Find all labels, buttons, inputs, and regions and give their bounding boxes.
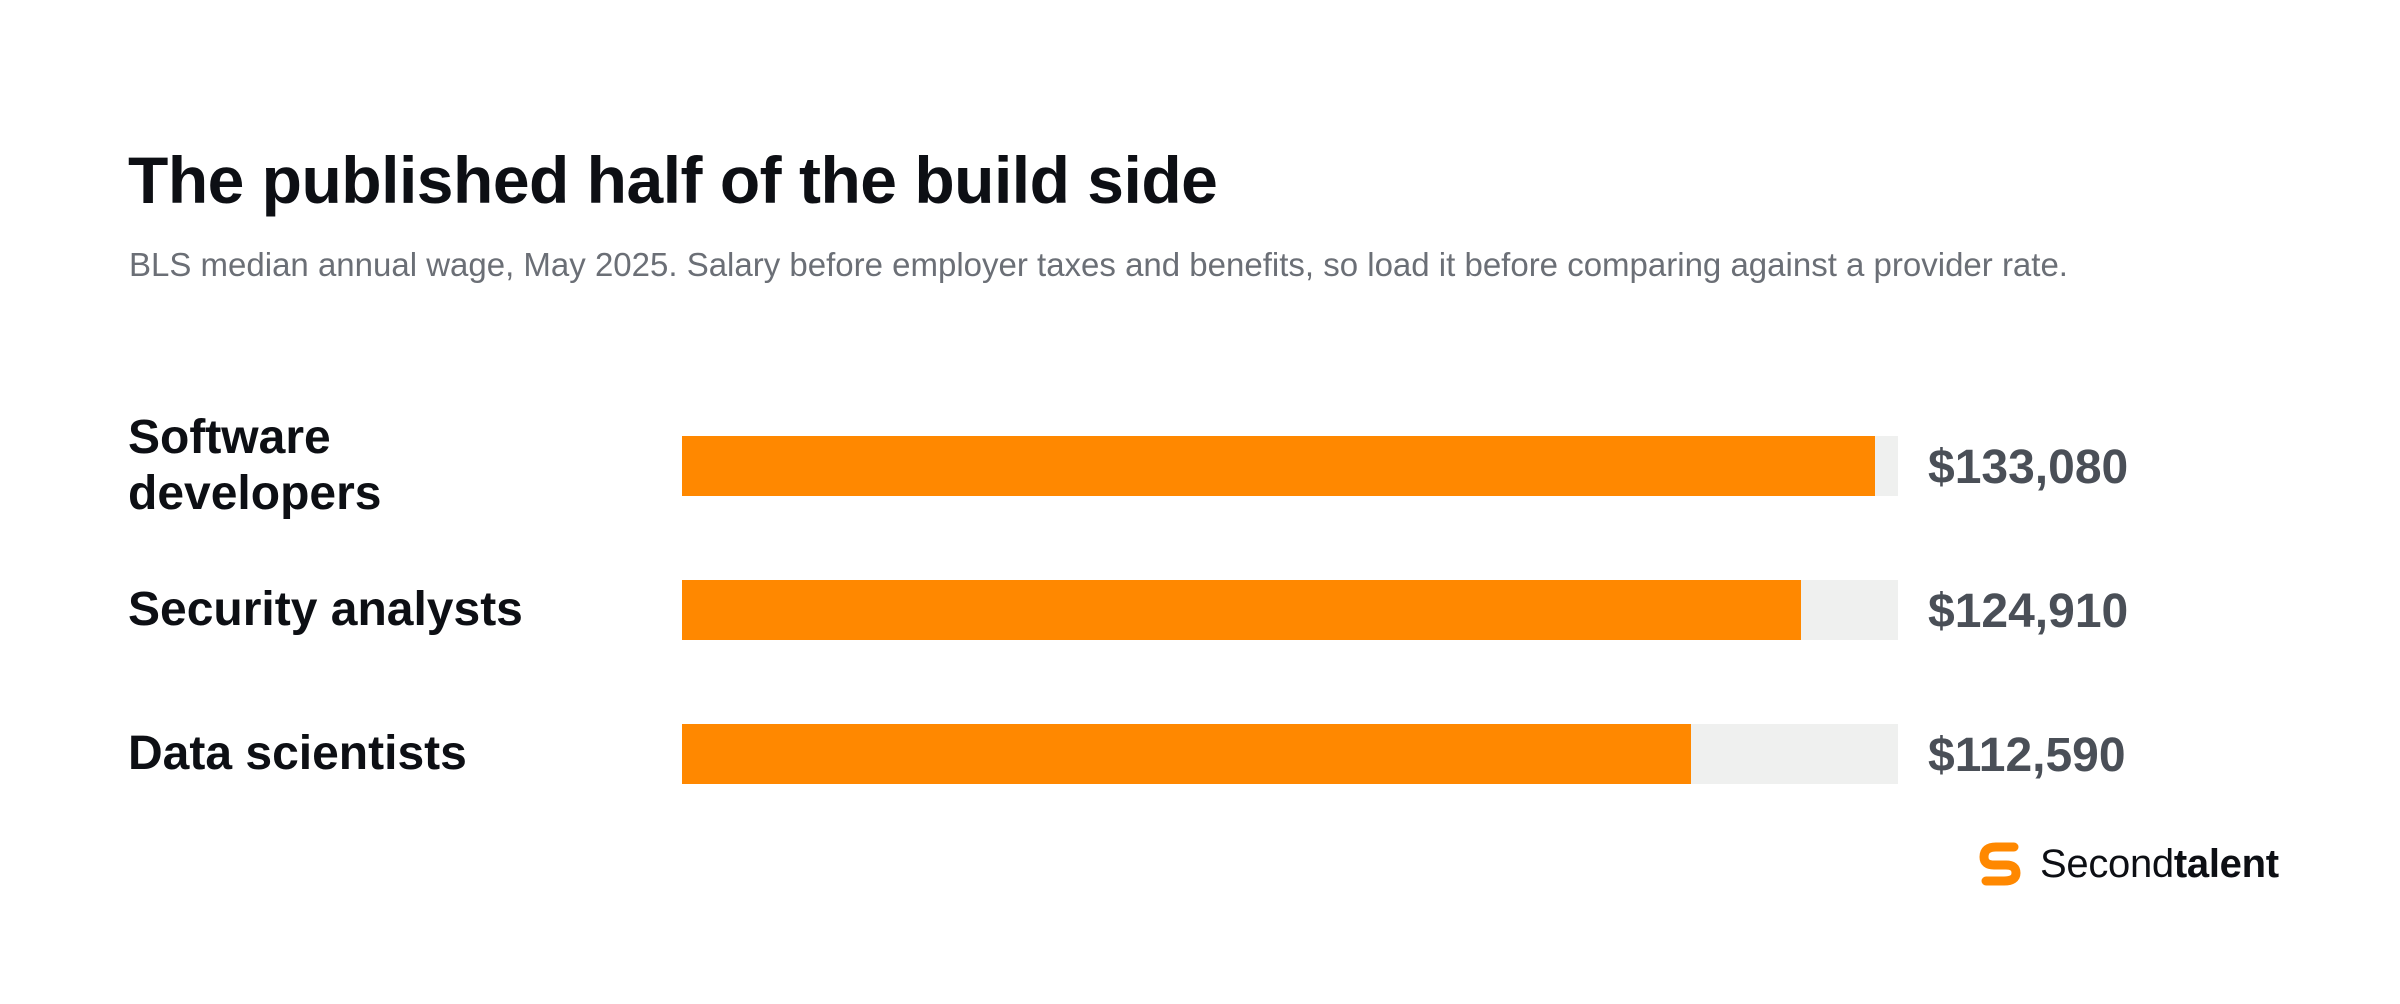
category-label: Software developers [128,411,382,520]
chart-title: The published half of the build side [128,143,1218,217]
bar-track [682,724,1898,784]
value-label: $112,590 [1928,729,2126,782]
value-label: $124,910 [1928,585,2129,638]
category-label: Security analysts [128,583,523,636]
chart-subtitle: BLS median annual wage, May 2025. Salary… [129,246,2068,283]
bar-track [682,436,1898,496]
bar [682,580,1801,640]
bar [682,436,1875,496]
brand-name-regular: Second [2040,841,2174,886]
category-label: Data scientists [128,727,467,780]
secondtalent-logo-icon [1979,842,2021,886]
brand-name-bold: talent [2173,841,2279,886]
brand-name: Secondtalent [2040,842,2279,887]
brand-logo: Secondtalent [1974,836,2279,892]
bar [682,724,1691,784]
bar-track [682,580,1898,640]
value-label: $133,080 [1928,441,2129,494]
